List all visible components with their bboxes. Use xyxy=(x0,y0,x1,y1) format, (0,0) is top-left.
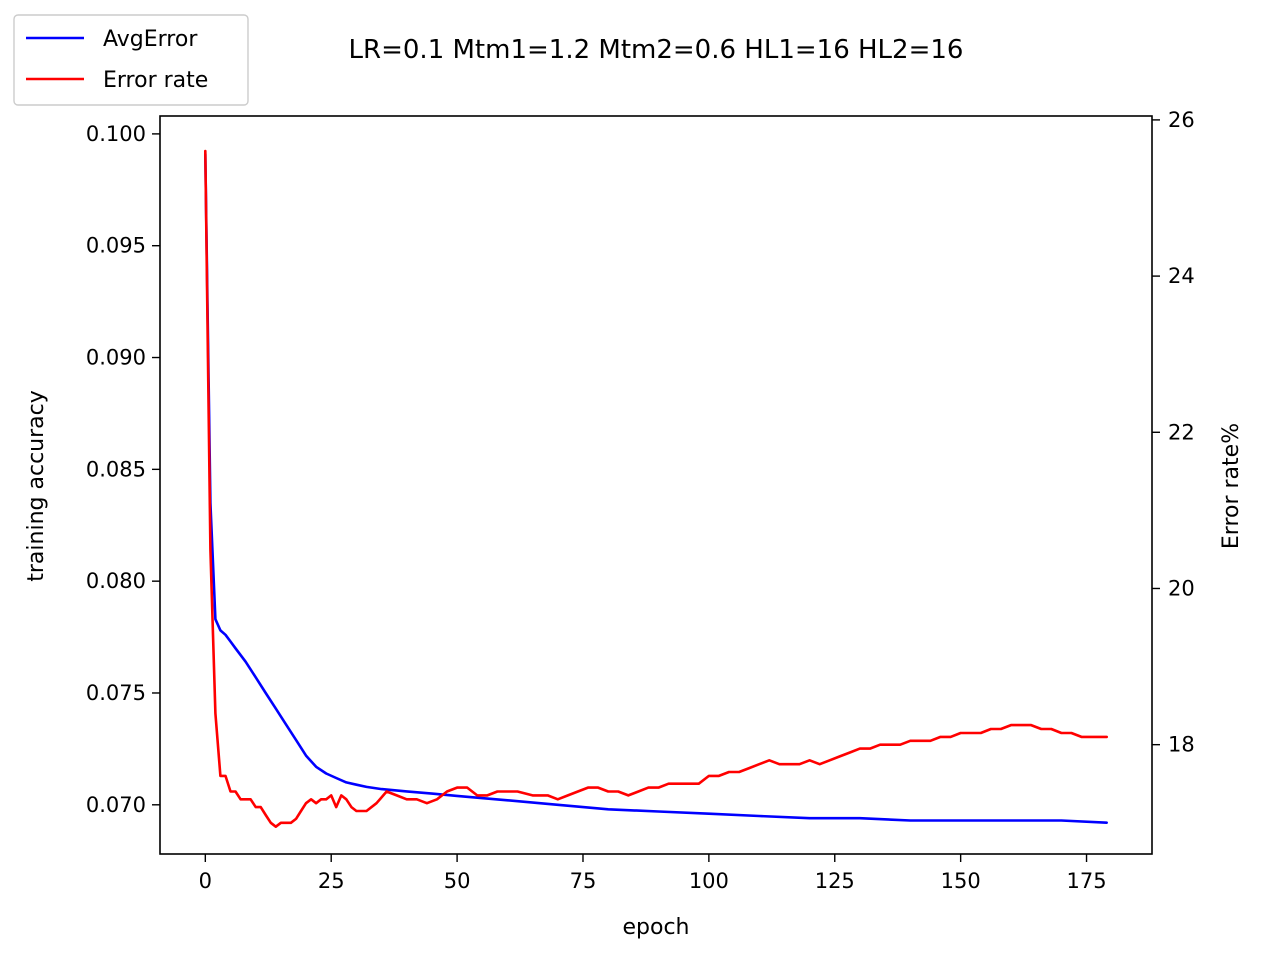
x-tick-label: 50 xyxy=(444,869,471,893)
y-left-axis-label: training accuracy xyxy=(24,390,49,581)
y-left-tick-label: 0.090 xyxy=(86,346,146,370)
y-right-tick-label: 22 xyxy=(1168,420,1195,444)
y-left-tick-label: 0.085 xyxy=(86,457,146,481)
y-left-tick-label: 0.095 xyxy=(86,234,146,258)
series-line-avgerror xyxy=(204,152,1108,825)
y-right-tick-label: 20 xyxy=(1168,576,1195,600)
x-tick-label: 125 xyxy=(815,869,855,893)
x-axis-ticks: 0 25 50 75 100 125 150 175 xyxy=(199,854,1107,893)
x-tick-label: 25 xyxy=(318,869,345,893)
legend-label-error-rate: Error rate xyxy=(103,68,208,93)
y-left-tick-label: 0.070 xyxy=(86,793,146,817)
y-right-axis-label: Error rate% xyxy=(1219,423,1244,549)
x-axis-label: epoch xyxy=(623,915,690,940)
y-right-axis-ticks: 18 20 22 24 26 xyxy=(1152,108,1195,757)
y-right-tick-label: 24 xyxy=(1168,264,1195,288)
y-left-tick-label: 0.080 xyxy=(86,569,146,593)
chart-title: LR=0.1 Mtm1=1.2 Mtm2=0.6 HL1=16 HL2=16 xyxy=(349,35,964,65)
plot-frame xyxy=(159,115,1153,855)
y-right-tick-label: 18 xyxy=(1168,733,1195,757)
x-tick-label: 0 xyxy=(199,869,212,893)
x-tick-label: 100 xyxy=(689,869,729,893)
series-line-error-rate xyxy=(204,149,1108,829)
legend-label-avgerror: AvgError xyxy=(103,27,198,52)
series-layer xyxy=(204,149,1108,829)
x-tick-label: 175 xyxy=(1066,869,1106,893)
legend: AvgError Error rate xyxy=(13,14,249,106)
y-left-tick-label: 0.100 xyxy=(86,122,146,146)
x-tick-label: 75 xyxy=(570,869,597,893)
y-left-axis-ticks: 0.070 0.075 0.080 0.085 0.090 0.095 0.100 xyxy=(86,122,160,817)
y-left-tick-label: 0.075 xyxy=(86,681,146,705)
y-right-tick-label: 26 xyxy=(1168,108,1195,132)
x-tick-label: 150 xyxy=(941,869,981,893)
